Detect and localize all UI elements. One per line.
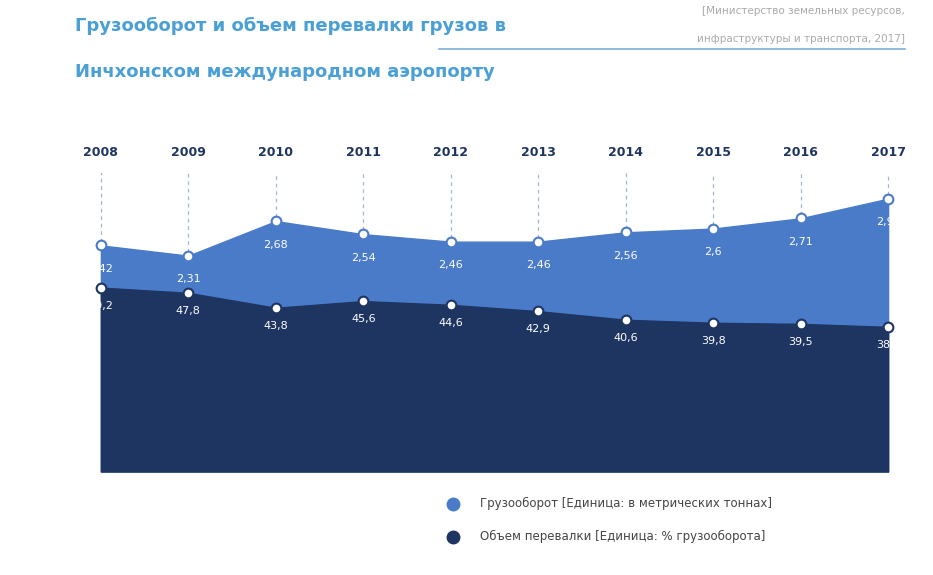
Text: 2017: 2017 <box>870 147 906 159</box>
Text: 42,9: 42,9 <box>526 324 550 334</box>
Text: 2,42: 2,42 <box>89 264 113 274</box>
Text: 2015: 2015 <box>696 147 731 159</box>
Text: 49,2: 49,2 <box>89 301 113 311</box>
Text: 2,31: 2,31 <box>176 274 201 285</box>
Text: 2,54: 2,54 <box>351 253 376 263</box>
Text: 2,46: 2,46 <box>526 260 550 270</box>
Text: Грузооборот [Единица: в метрических тоннах]: Грузооборот [Единица: в метрических тонн… <box>480 497 773 511</box>
Text: 2008: 2008 <box>83 147 118 159</box>
Text: 2,68: 2,68 <box>263 240 288 250</box>
Text: 39,5: 39,5 <box>788 337 813 347</box>
Text: 47,8: 47,8 <box>176 306 201 316</box>
Text: 38,7: 38,7 <box>876 340 900 350</box>
Text: Инчхонском международном аэропорту: Инчхонском международном аэропорту <box>75 63 494 81</box>
Text: 2012: 2012 <box>433 147 468 159</box>
Text: 2,56: 2,56 <box>613 251 638 261</box>
Text: 2,92: 2,92 <box>876 217 900 227</box>
Text: 2011: 2011 <box>346 147 381 159</box>
Text: [Министерство земельных ресурсов,: [Министерство земельных ресурсов, <box>703 6 905 16</box>
Text: 2,71: 2,71 <box>788 237 813 247</box>
Text: 2,46: 2,46 <box>439 260 463 270</box>
Text: Грузооборот и объем перевалки грузов в: Грузооборот и объем перевалки грузов в <box>75 17 506 36</box>
Text: 45,6: 45,6 <box>351 314 376 324</box>
Text: 44,6: 44,6 <box>439 318 463 328</box>
Text: Объем перевалки [Единица: % грузооборота]: Объем перевалки [Единица: % грузооборота… <box>480 530 766 543</box>
Text: 2016: 2016 <box>783 147 818 159</box>
Text: 2009: 2009 <box>171 147 206 159</box>
Text: 39,8: 39,8 <box>701 336 726 346</box>
Text: 40,6: 40,6 <box>613 333 638 343</box>
Text: 2,6: 2,6 <box>704 247 722 257</box>
Text: 43,8: 43,8 <box>263 321 288 331</box>
Text: 2013: 2013 <box>521 147 556 159</box>
Text: 2010: 2010 <box>258 147 293 159</box>
Text: инфраструктуры и транспорта, 2017]: инфраструктуры и транспорта, 2017] <box>697 34 905 44</box>
Text: 2014: 2014 <box>608 147 643 159</box>
